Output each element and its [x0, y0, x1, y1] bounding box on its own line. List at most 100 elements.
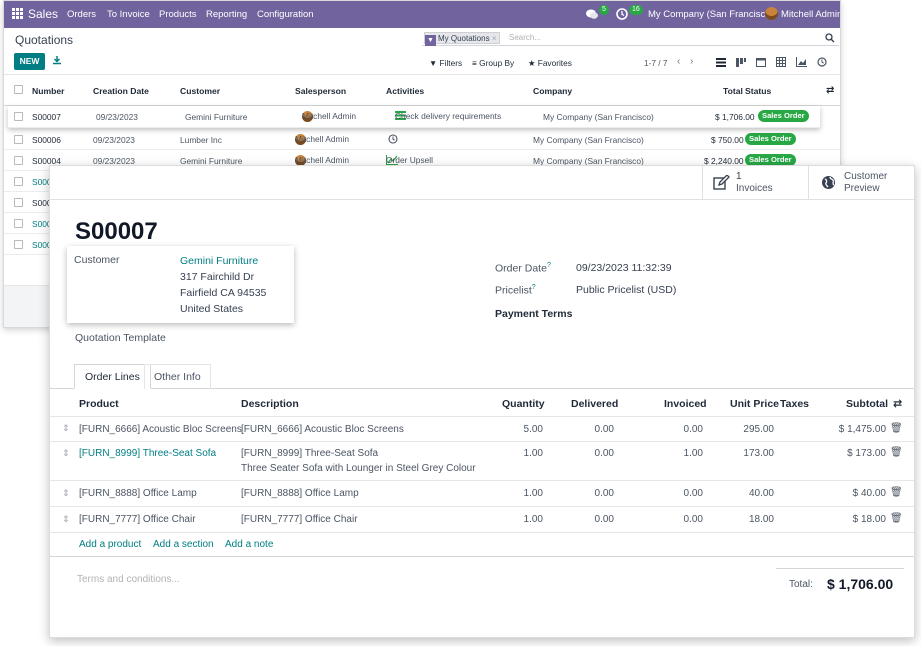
- col-quantity[interactable]: Quantity: [502, 398, 545, 410]
- line-delivered[interactable]: 0.00: [594, 514, 614, 525]
- trash-icon[interactable]: 🗑: [890, 487, 903, 498]
- row-checkbox[interactable]: [14, 135, 23, 144]
- apps-menu-icon[interactable]: [12, 8, 23, 19]
- line-description[interactable]: [FURN_8888] Office Lamp: [241, 488, 359, 499]
- line-unit-price[interactable]: 173.00: [743, 448, 774, 459]
- user-menu[interactable]: Mitchell Admin: [781, 9, 841, 20]
- col-invoiced[interactable]: Invoiced: [664, 398, 707, 410]
- col-product[interactable]: Product: [79, 398, 119, 410]
- activity-clock-icon[interactable]: [388, 134, 398, 144]
- line-quantity[interactable]: 5.00: [523, 424, 543, 435]
- col-description[interactable]: Description: [241, 398, 299, 410]
- line-delivered[interactable]: 0.00: [594, 448, 614, 459]
- facet-remove-icon[interactable]: ×: [491, 34, 497, 43]
- line-product[interactable]: [FURN_8888] Office Lamp: [79, 488, 197, 499]
- app-name[interactable]: Sales: [28, 7, 59, 21]
- groupby-dropdown[interactable]: ≡ Group By: [472, 58, 515, 68]
- row-checkbox[interactable]: [14, 112, 23, 121]
- col-delivered[interactable]: Delivered: [571, 398, 619, 410]
- line-product[interactable]: [FURN_7777] Office Chair: [79, 514, 196, 525]
- tab-order-lines[interactable]: Order Lines: [74, 364, 151, 389]
- menu-products[interactable]: Products: [159, 9, 197, 20]
- table-row[interactable]: S00007 09/23/2023 Gemini Furniture Mitch…: [8, 106, 820, 128]
- drag-handle-icon[interactable]: ⇕: [62, 423, 70, 433]
- search-icon[interactable]: [825, 33, 835, 43]
- customer-link[interactable]: Gemini Furniture: [180, 255, 259, 267]
- order-date-field[interactable]: 09/23/2023 11:32:39: [576, 262, 672, 274]
- activity-clock-icon[interactable]: [616, 8, 628, 20]
- optional-columns-icon[interactable]: ⇄: [893, 398, 903, 410]
- add-product-link[interactable]: Add a product: [79, 539, 142, 550]
- col-taxes[interactable]: Taxes: [780, 398, 809, 410]
- favorites-dropdown[interactable]: ★ Favorites: [528, 58, 572, 68]
- pager-value[interactable]: 1-7 / 7: [644, 58, 668, 68]
- help-tooltip-mark[interactable]: ?: [546, 262, 551, 269]
- drag-handle-icon[interactable]: ⇕: [62, 514, 70, 524]
- pricelist-field[interactable]: Public Pricelist (USD): [576, 284, 677, 296]
- line-description[interactable]: [FURN_8999] Three-Seat Sofa: [241, 448, 379, 459]
- line-description[interactable]: [FURN_7777] Office Chair: [241, 514, 358, 525]
- row-checkbox[interactable]: [14, 156, 23, 165]
- search-input[interactable]: Search...: [509, 33, 542, 42]
- line-unit-price[interactable]: 18.00: [748, 514, 774, 525]
- add-section-link[interactable]: Add a section: [153, 539, 214, 550]
- pager-next-icon[interactable]: ›: [690, 56, 694, 67]
- order-line-row[interactable]: ⇕ [FURN_8999] Three-Seat Sofa [FURN_8999…: [50, 442, 914, 481]
- graph-view-icon[interactable]: [796, 57, 807, 67]
- activity-view-icon[interactable]: [817, 57, 827, 67]
- line-product[interactable]: [FURN_6666] Acoustic Bloc Screens: [79, 424, 242, 435]
- line-delivered[interactable]: 0.00: [594, 424, 614, 435]
- company-switcher[interactable]: My Company (San Francisco): [648, 9, 774, 20]
- invoices-smart-button[interactable]: 1 Invoices: [702, 166, 808, 200]
- line-description-detail[interactable]: Three Seater Sofa with Lounger in Steel …: [241, 463, 476, 474]
- col-number[interactable]: Number: [32, 86, 65, 96]
- select-all-checkbox[interactable]: [14, 85, 23, 94]
- line-unit-price[interactable]: 295.00: [743, 424, 774, 435]
- help-tooltip-mark[interactable]: ?: [531, 284, 536, 291]
- customer-preview-button[interactable]: Customer Preview: [808, 166, 914, 200]
- optional-columns-icon[interactable]: ⇄: [826, 85, 835, 96]
- trash-icon[interactable]: 🗑: [890, 447, 903, 458]
- line-delivered[interactable]: 0.00: [594, 488, 614, 499]
- user-avatar[interactable]: [765, 7, 781, 21]
- col-unit-price[interactable]: Unit Price: [730, 398, 780, 410]
- line-product[interactable]: [FURN_8999] Three-Seat Sofa: [79, 448, 217, 459]
- line-quantity[interactable]: 1.00: [523, 488, 543, 499]
- col-salesperson[interactable]: Salesperson: [295, 86, 347, 96]
- row-checkbox[interactable]: [14, 240, 23, 249]
- col-status[interactable]: Status: [745, 86, 772, 96]
- drag-handle-icon[interactable]: ⇕: [62, 488, 70, 498]
- menu-reporting[interactable]: Reporting: [206, 9, 248, 20]
- table-row[interactable]: S00006 09/23/2023 Lumber Inc Mitchell Ad…: [4, 129, 840, 150]
- drag-handle-icon[interactable]: ⇕: [62, 448, 70, 458]
- row-checkbox[interactable]: [14, 198, 23, 207]
- calendar-view-icon[interactable]: [756, 57, 766, 67]
- payment-terms-field[interactable]: [576, 306, 776, 320]
- new-button[interactable]: NEW: [14, 53, 45, 70]
- add-note-link[interactable]: Add a note: [225, 539, 274, 550]
- menu-configuration[interactable]: Configuration: [257, 9, 314, 20]
- list-view-icon[interactable]: [716, 58, 726, 67]
- filters-dropdown[interactable]: ▼ Filters: [429, 58, 463, 68]
- trash-icon[interactable]: 🗑: [890, 513, 903, 524]
- col-creation-date[interactable]: Creation Date: [93, 86, 149, 96]
- line-quantity[interactable]: 1.00: [523, 448, 543, 459]
- terms-conditions-input[interactable]: Terms and conditions...: [77, 574, 180, 585]
- col-customer[interactable]: Customer: [180, 86, 221, 96]
- download-icon[interactable]: [52, 55, 62, 65]
- order-line-row[interactable]: ⇕ [FURN_6666] Acoustic Bloc Screens [FUR…: [50, 417, 914, 442]
- row-checkbox[interactable]: [14, 177, 23, 186]
- search-bar[interactable]: ▼ My Quotations × Search...: [422, 31, 839, 46]
- menu-to-invoice[interactable]: To Invoice: [107, 9, 150, 20]
- col-activities[interactable]: Activities: [386, 86, 425, 96]
- chat-icon[interactable]: [586, 9, 598, 20]
- order-line-row[interactable]: ⇕ [FURN_8888] Office Lamp [FURN_8888] Of…: [50, 481, 914, 507]
- pager-prev-icon[interactable]: ‹: [677, 56, 681, 67]
- filter-facet[interactable]: ▼ My Quotations ×: [424, 32, 501, 46]
- row-checkbox[interactable]: [14, 219, 23, 228]
- col-total[interactable]: Total: [723, 86, 743, 96]
- kanban-view-icon[interactable]: [736, 58, 746, 67]
- col-subtotal[interactable]: Subtotal: [846, 398, 888, 410]
- line-unit-price[interactable]: 40.00: [748, 488, 774, 499]
- order-line-row[interactable]: ⇕ [FURN_7777] Office Chair [FURN_7777] O…: [50, 507, 914, 533]
